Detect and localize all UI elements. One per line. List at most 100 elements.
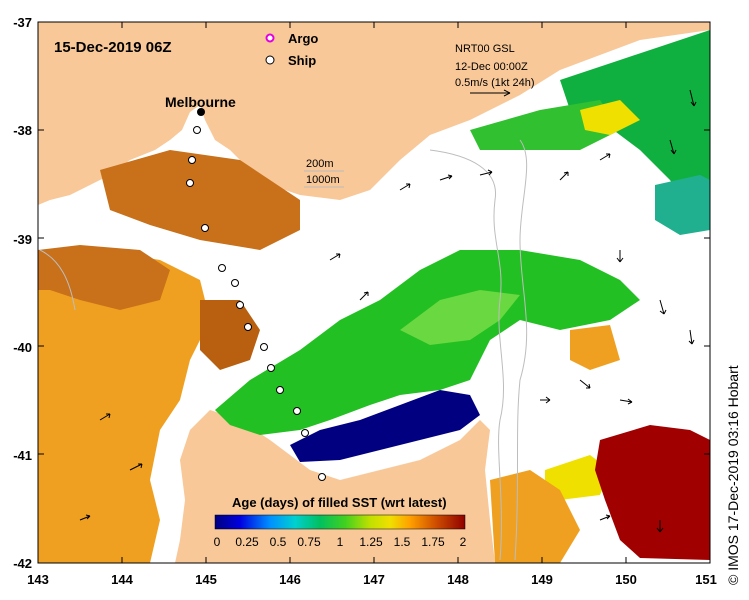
map-title: 15-Dec-2019 06Z [54, 39, 172, 56]
x-tick-label: 146 [279, 572, 301, 587]
current-arrow [479, 169, 493, 176]
colorbar-tick-label: 0 [214, 535, 221, 549]
colorbar-ticks: 0 0.25 0.5 0.75 1 1.25 1.5 1.75 2 [214, 535, 467, 549]
ship-track [186, 126, 326, 481]
ship-position [186, 179, 194, 187]
current-arrow [669, 139, 677, 155]
colorbar-tick-label: 0.75 [297, 535, 321, 549]
bathy-1000m-label: 1000m [306, 174, 340, 186]
colorbar-gradient [214, 514, 466, 530]
current-scale: 0.5m/s (1kt 24h) [455, 77, 534, 89]
current-arrow [619, 398, 633, 405]
y-tick-label: -41 [13, 448, 32, 463]
ship-label: Ship [288, 53, 316, 68]
sst-patch-teal [655, 175, 710, 235]
contour-200m [429, 149, 505, 561]
current-arrow [616, 250, 624, 263]
sst-patch-orange-west [38, 250, 210, 563]
land-victoria [38, 22, 710, 205]
y-tick-label: -42 [13, 556, 32, 571]
sst-patch-yellow-ne [580, 100, 640, 135]
ship-position [276, 386, 284, 394]
bathymetry-contours [39, 139, 528, 561]
x-axis: 143 144 145 146 147 148 149 150 151 [27, 572, 717, 587]
y-axis: -37 -38 -39 -40 -41 -42 [13, 15, 32, 571]
contour-west [39, 249, 76, 311]
colorbar: Age (days) of filled SST (wrt latest) 0 … [214, 495, 467, 549]
sst-patch-lightgreen [400, 290, 520, 345]
current-info: NRT00 GSL 12-Dec 00:00Z 0.5m/s (1kt 24h) [455, 43, 534, 97]
current-date: 12-Dec 00:00Z [455, 61, 528, 73]
current-arrow [689, 89, 697, 107]
colorbar-tick-label: 1 [337, 535, 344, 549]
ship-position [201, 224, 209, 232]
credit-text: © IMOS 17-Dec-2019 03:16 Hobart [725, 365, 741, 585]
current-arrow [688, 329, 695, 345]
current-arrow [399, 183, 411, 191]
y-tick-label: -39 [13, 232, 32, 247]
ship-position [267, 364, 275, 372]
ship-position [301, 429, 309, 437]
tick-marks [38, 22, 710, 563]
colorbar-tick-label: 2 [460, 535, 467, 549]
bathymetry-legend: 200m 1000m [304, 158, 344, 188]
sst-patch-brown-bay [100, 150, 300, 250]
scale-arrow-icon [470, 89, 511, 97]
ship-icon [265, 55, 275, 65]
colorbar-tick-label: 1.5 [394, 535, 411, 549]
x-tick-label: 147 [363, 572, 385, 587]
sst-patch-yellow-se [545, 455, 610, 500]
current-arrow [99, 413, 111, 421]
current-arrow [540, 396, 551, 404]
ship-position [231, 279, 239, 287]
melbourne-marker [197, 108, 205, 116]
ship-position [260, 343, 268, 351]
current-vectors [79, 89, 697, 533]
sst-patch-brown-mid [200, 300, 260, 370]
colorbar-tick-label: 1.75 [421, 535, 445, 549]
current-arrow [579, 379, 591, 389]
current-arrow [599, 153, 611, 161]
x-tick-label: 143 [27, 572, 49, 587]
ship-position [293, 407, 301, 415]
ship-position [318, 473, 326, 481]
ship-position [244, 323, 252, 331]
x-tick-label: 148 [447, 572, 469, 587]
colorbar-tick-label: 0.5 [270, 535, 287, 549]
y-tick-label: -37 [13, 15, 32, 30]
sst-patch-orange-se [490, 470, 580, 563]
credit-label: © IMOS 17-Dec-2019 03:16 Hobart [725, 300, 745, 590]
ship-legend-item: Ship [265, 53, 316, 68]
platform-legend: Argo Ship [265, 31, 318, 68]
ship-position [193, 126, 201, 134]
colorbar-tick-label: 1.25 [359, 535, 383, 549]
colorbar-tick-label: 0.25 [235, 535, 259, 549]
ship-position [236, 301, 244, 309]
sst-patch-darkred [595, 425, 710, 560]
current-arrow [656, 520, 664, 533]
current-arrow [129, 463, 143, 471]
bathy-200m-label: 200m [306, 158, 334, 170]
y-tick-label: -38 [13, 123, 32, 138]
argo-icon [265, 33, 275, 43]
current-arrow [439, 174, 453, 181]
current-arrow [329, 253, 341, 261]
current-arrow [79, 514, 91, 521]
melbourne-label: Melbourne [165, 94, 236, 110]
current-arrow [559, 171, 569, 181]
y-tick-label: -40 [13, 340, 32, 355]
ship-position [188, 156, 196, 164]
argo-legend-item: Argo [265, 31, 318, 46]
map-layers [38, 22, 710, 563]
current-arrow [359, 291, 369, 301]
current-arrow [659, 299, 667, 315]
x-tick-label: 144 [111, 572, 133, 587]
sst-patch-orange-mid [570, 325, 620, 370]
current-product: NRT00 GSL [455, 43, 515, 55]
x-tick-label: 145 [195, 572, 217, 587]
x-tick-label: 149 [531, 572, 553, 587]
sst-patch-navy [290, 390, 480, 462]
ship-position [218, 264, 226, 272]
x-tick-label: 151 [695, 572, 717, 587]
